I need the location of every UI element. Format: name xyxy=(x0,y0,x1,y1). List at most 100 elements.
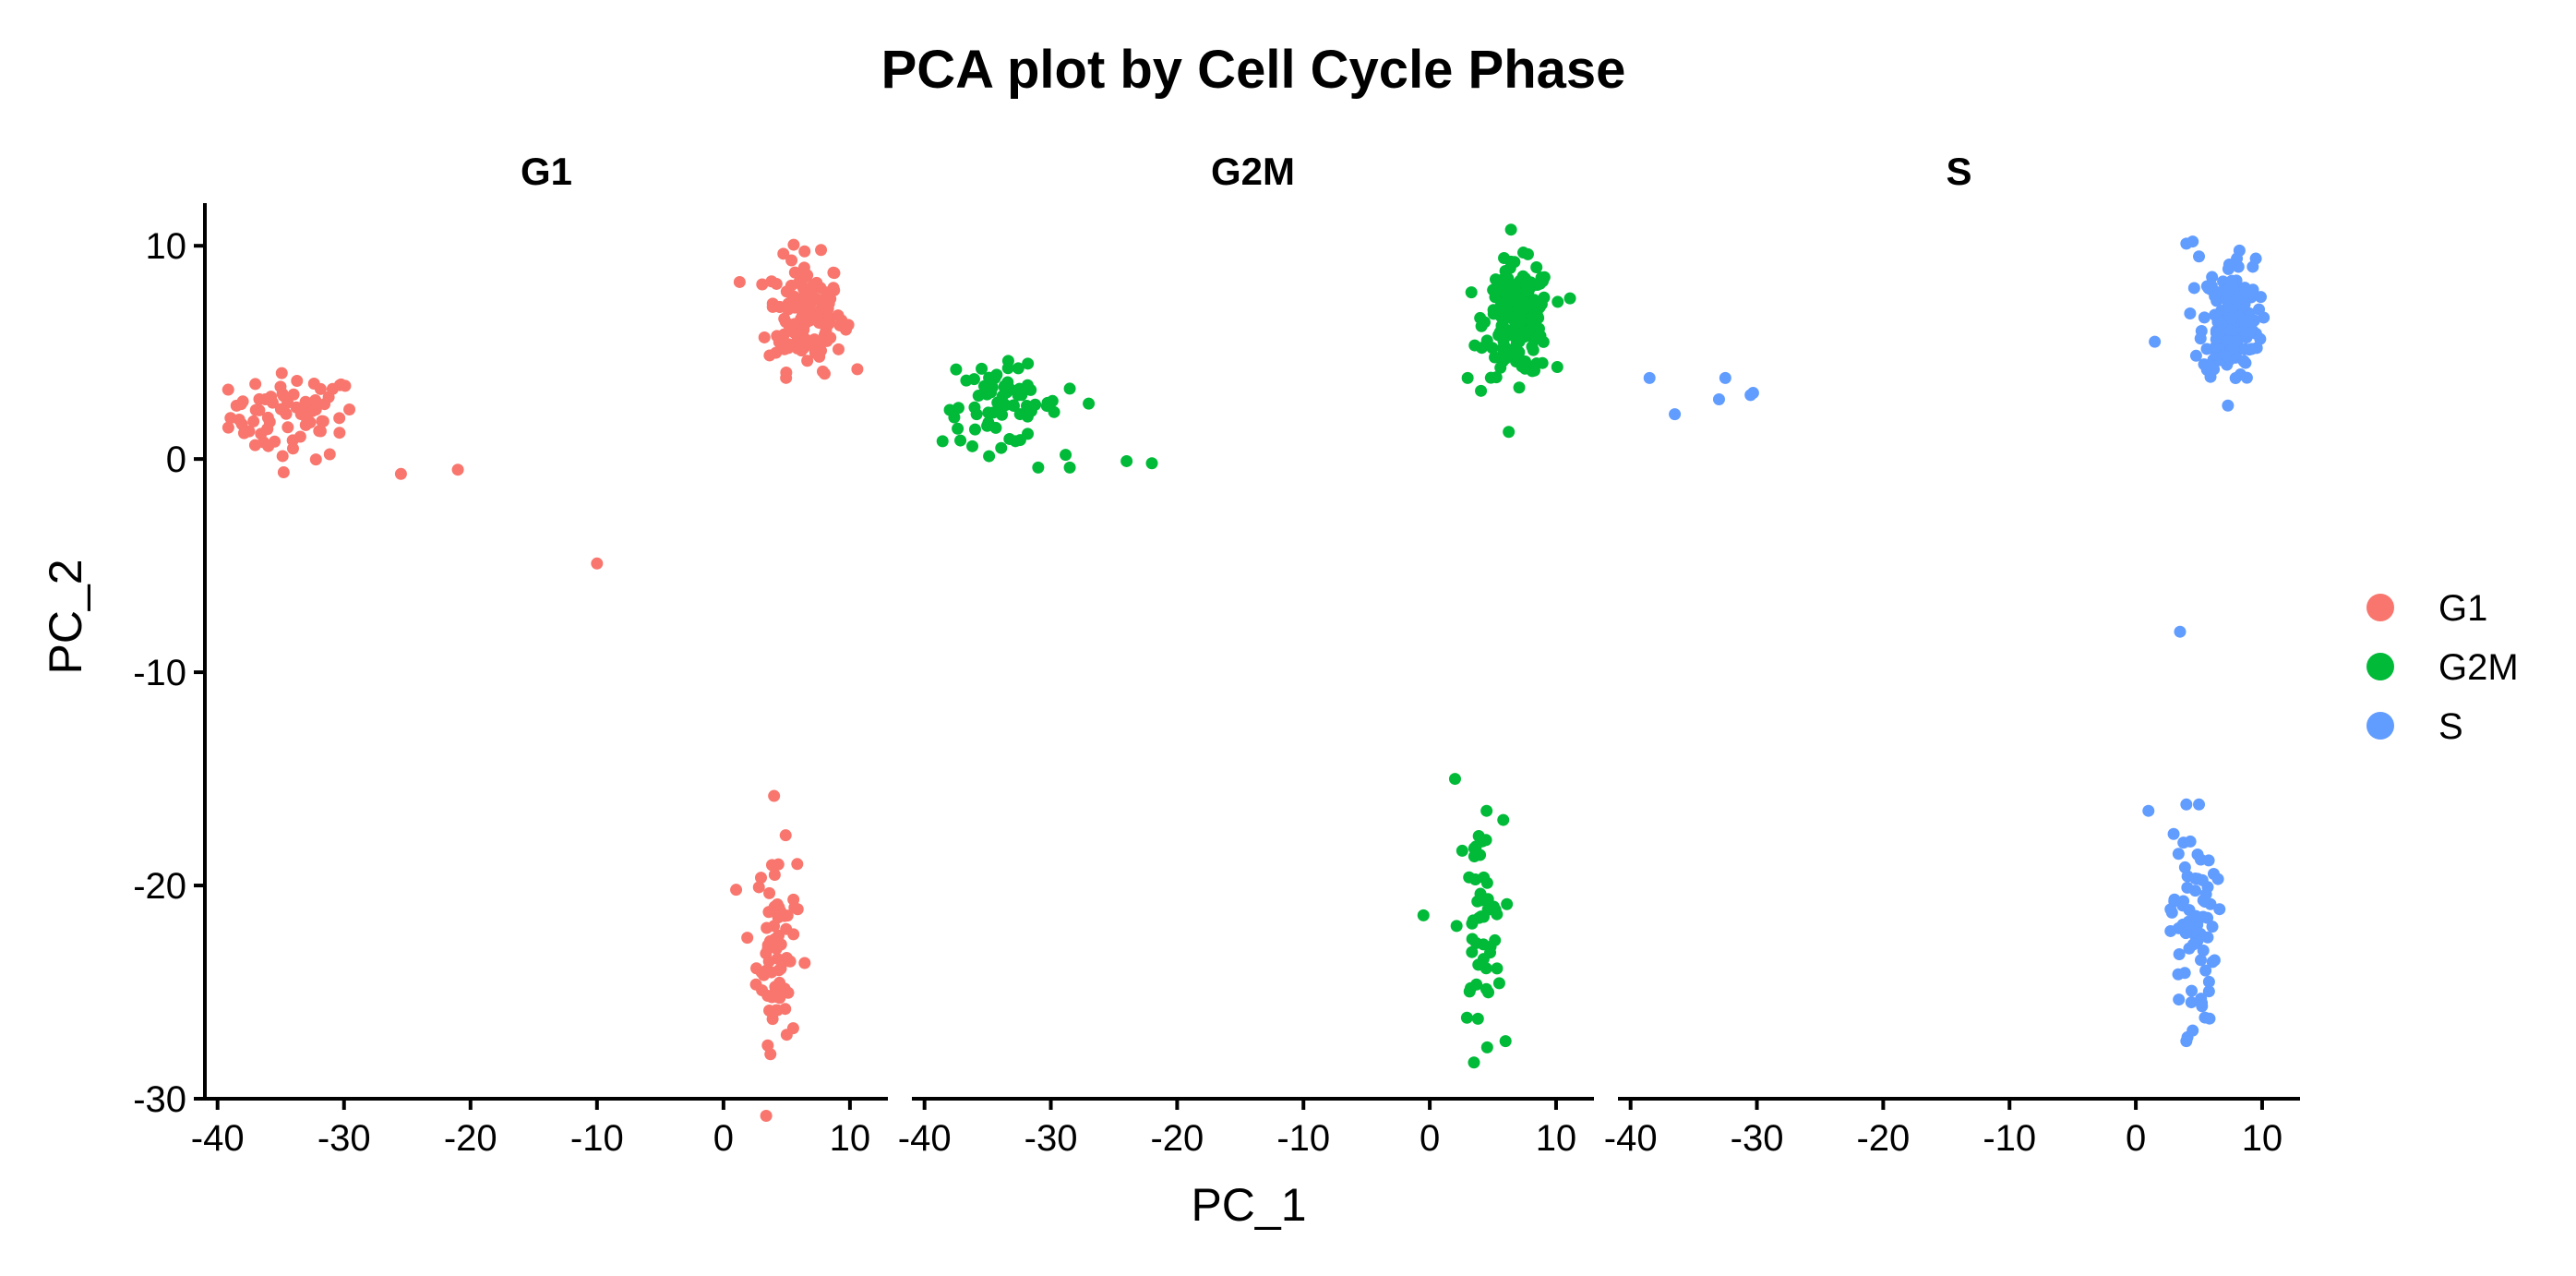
data-point xyxy=(771,330,784,343)
data-point xyxy=(805,285,818,298)
data-point xyxy=(2193,250,2206,263)
data-point xyxy=(1022,427,1035,440)
data-point xyxy=(987,406,1000,419)
data-point xyxy=(333,427,346,439)
data-point xyxy=(1456,844,1468,857)
data-point xyxy=(1466,945,1479,958)
data-point xyxy=(2173,993,2186,1006)
data-point xyxy=(950,363,963,376)
data-point xyxy=(1504,223,1517,236)
data-point xyxy=(1496,281,1509,294)
data-point xyxy=(249,403,262,416)
data-point xyxy=(282,421,294,434)
data-point xyxy=(797,308,809,321)
data-point xyxy=(741,932,754,945)
data-point xyxy=(2189,349,2202,362)
data-point xyxy=(2225,312,2238,325)
data-point xyxy=(2184,307,2197,320)
data-point xyxy=(936,435,949,448)
data-point xyxy=(1474,311,1487,324)
data-point xyxy=(777,247,790,260)
legend-marker-G2M xyxy=(2366,653,2394,680)
x-tick-label: -30 xyxy=(1731,1118,1784,1159)
data-point xyxy=(2184,835,2197,848)
data-point xyxy=(968,401,981,414)
x-tick-label: -30 xyxy=(318,1118,371,1159)
y-tick-label: -20 xyxy=(133,866,186,907)
x-tick-label: -40 xyxy=(1604,1118,1658,1159)
x-tick-label: -10 xyxy=(1276,1118,1330,1159)
data-point xyxy=(1746,387,1759,400)
data-point xyxy=(760,1109,773,1122)
data-point xyxy=(222,421,234,434)
data-point xyxy=(1083,397,1096,410)
data-point xyxy=(1499,352,1512,365)
data-point xyxy=(2178,967,2191,980)
data-point xyxy=(832,309,845,322)
x-tick-label: 10 xyxy=(1536,1118,1577,1159)
data-point xyxy=(2209,290,2222,303)
data-point xyxy=(1024,383,1037,396)
data-point xyxy=(1499,1035,1512,1048)
data-point xyxy=(2197,945,2210,957)
data-point xyxy=(1501,897,1514,910)
data-point xyxy=(2238,282,2251,295)
data-point xyxy=(2202,854,2215,867)
x-tick-label: -20 xyxy=(1150,1118,1204,1159)
data-point xyxy=(1063,382,1076,395)
data-point xyxy=(2172,848,2185,861)
data-point xyxy=(2198,358,2211,371)
data-point xyxy=(1491,908,1504,921)
data-point xyxy=(291,375,304,388)
legend-label-S: S xyxy=(2438,706,2463,747)
y-tick-label: 10 xyxy=(146,226,187,267)
data-point xyxy=(2206,271,2219,283)
data-point xyxy=(1480,1041,1493,1053)
data-point xyxy=(451,463,464,476)
legend-marker-G1 xyxy=(2366,594,2394,621)
data-point xyxy=(2189,873,2202,885)
data-point xyxy=(1417,909,1430,921)
data-point xyxy=(2208,954,2221,967)
data-point xyxy=(1145,457,1158,470)
series-S xyxy=(1643,235,2270,1048)
data-point xyxy=(733,275,746,288)
data-point xyxy=(335,378,348,391)
data-point xyxy=(1521,247,1534,260)
data-point xyxy=(782,303,795,316)
data-point xyxy=(1497,813,1510,826)
data-point xyxy=(1484,940,1497,953)
data-point xyxy=(801,355,814,367)
data-point xyxy=(2206,921,2219,933)
data-point xyxy=(2142,804,2155,817)
data-point xyxy=(309,403,322,416)
data-point xyxy=(1520,284,1533,297)
data-point xyxy=(2197,894,2210,907)
facet-panel-S: S -40 -30 -20 -10 0 10 xyxy=(1604,150,2300,1159)
data-point xyxy=(750,962,763,975)
data-point xyxy=(1489,351,1502,364)
x-tick-label: -20 xyxy=(1856,1118,1910,1159)
data-point xyxy=(1469,840,1482,853)
data-point xyxy=(730,884,743,897)
data-point xyxy=(1479,894,1492,907)
data-point xyxy=(832,343,845,355)
data-point xyxy=(1526,365,1539,378)
data-point xyxy=(1712,392,1725,405)
data-point xyxy=(2213,903,2226,916)
data-point xyxy=(1500,307,1513,319)
data-point xyxy=(2227,342,2240,355)
x-tick-label: 10 xyxy=(2242,1118,2283,1159)
data-point xyxy=(2204,370,2217,383)
data-point xyxy=(1013,408,1026,421)
data-point xyxy=(968,423,981,436)
data-point xyxy=(765,859,778,872)
data-point xyxy=(2253,303,2266,316)
data-point xyxy=(1120,454,1133,467)
data-point xyxy=(1022,357,1035,370)
data-point xyxy=(1001,362,1014,375)
data-point xyxy=(1490,371,1503,384)
x-tick-label: -30 xyxy=(1024,1118,1078,1159)
data-point xyxy=(765,991,778,1004)
